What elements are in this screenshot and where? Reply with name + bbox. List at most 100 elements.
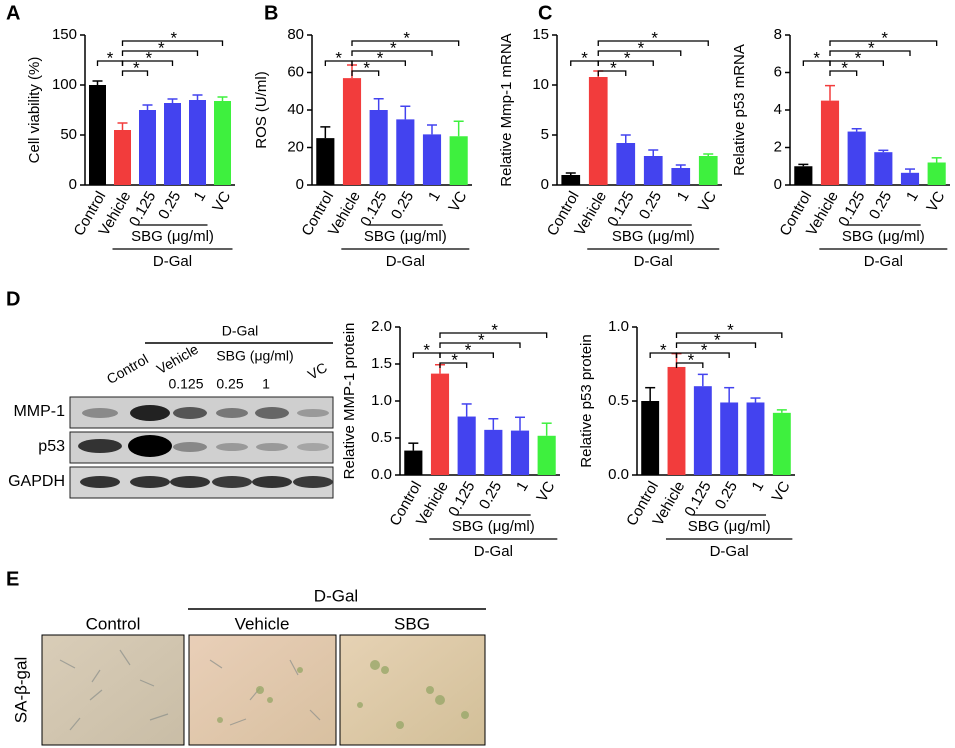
significance-star: * xyxy=(335,48,342,67)
bar xyxy=(772,412,791,475)
significance-star: * xyxy=(170,28,177,47)
x-tick-label: 0.125 xyxy=(357,188,390,229)
x-tick-label: 1 xyxy=(903,188,922,204)
significance-bracket xyxy=(829,40,938,46)
y-tick-label: 0 xyxy=(69,176,77,193)
y-tick-label: 40 xyxy=(287,101,304,118)
significance-bracket xyxy=(597,60,654,66)
group-label: D-Gal xyxy=(153,253,192,270)
significance-bracket xyxy=(597,40,709,46)
bar xyxy=(616,143,636,185)
y-tick-label: 0.0 xyxy=(608,466,629,483)
panel-label: E xyxy=(6,568,19,590)
x-tick-label: 0.25 xyxy=(866,188,895,222)
bar xyxy=(667,366,686,475)
x-tick-label: 0.125 xyxy=(681,478,714,519)
y-tick-label: 0 xyxy=(296,176,304,193)
significance-bracket xyxy=(829,70,858,76)
y-tick-label: 80 xyxy=(287,26,304,43)
subgroup-label: SBG (μg/ml) xyxy=(216,348,293,364)
bar xyxy=(671,168,691,185)
row-label: p53 xyxy=(38,438,65,455)
significance-bracket xyxy=(351,60,406,66)
significance-star: * xyxy=(423,340,430,359)
y-axis-label: Cell viability (%) xyxy=(26,57,43,164)
bar xyxy=(537,435,556,475)
y-axis-label: Relative p53 mRNA xyxy=(731,44,748,176)
significance-star: * xyxy=(841,58,848,77)
x-tick-label: 0.125 xyxy=(604,188,637,229)
subgroup-label: SBG (μg/ml) xyxy=(131,228,214,245)
group-label: D-Gal xyxy=(222,323,259,339)
significance-star: * xyxy=(610,58,617,77)
significance-bracket xyxy=(675,352,730,358)
significance-star: * xyxy=(465,340,472,359)
y-tick-label: 2.0 xyxy=(371,318,392,335)
significance-star: * xyxy=(581,48,588,67)
significance-star: * xyxy=(491,320,498,339)
significance-star: * xyxy=(390,38,397,57)
y-axis-label: Relative MMP-1 protein xyxy=(341,323,358,480)
column-label: Control xyxy=(86,614,141,633)
panel-label: A xyxy=(6,2,20,24)
bar xyxy=(693,386,712,475)
significance-bracket xyxy=(829,60,884,66)
significance-star: * xyxy=(145,48,152,67)
subgroup-label: SBG (μg/ml) xyxy=(364,228,447,245)
subgroup-label: SBG (μg/ml) xyxy=(842,228,925,245)
y-tick-label: 15 xyxy=(532,26,549,43)
y-tick-label: 0.5 xyxy=(608,392,629,409)
stained-cells xyxy=(217,660,469,729)
x-tick-label: 1 xyxy=(425,188,444,204)
x-tick-label: VC xyxy=(695,188,720,215)
significance-star: * xyxy=(638,38,645,57)
significance-bracket xyxy=(439,342,521,348)
bar xyxy=(588,77,608,185)
column-label: SBG xyxy=(394,614,430,633)
bar xyxy=(484,429,503,475)
significance-bracket xyxy=(351,40,460,46)
significance-star: * xyxy=(403,28,410,47)
significance-bracket xyxy=(351,50,433,56)
y-tick-label: 0.5 xyxy=(371,429,392,446)
significance-bracket xyxy=(121,70,149,76)
panel-label: C xyxy=(538,2,552,24)
bar xyxy=(746,402,765,475)
y-tick-label: 1.5 xyxy=(371,355,392,372)
group-label: D-Gal xyxy=(710,543,749,560)
y-tick-label: 10 xyxy=(532,76,549,93)
row-label: GAPDH xyxy=(8,473,65,490)
significance-star: * xyxy=(624,48,631,67)
bar xyxy=(316,138,335,185)
y-tick-label: 0.0 xyxy=(371,466,392,483)
significance-star: * xyxy=(451,350,458,369)
x-tick-label: VC xyxy=(923,188,948,215)
bar xyxy=(139,110,156,185)
bar xyxy=(643,156,663,185)
y-tick-label: 50 xyxy=(60,126,77,143)
bar xyxy=(189,100,206,185)
significance-star: * xyxy=(107,48,114,67)
row-label: SA-β-gal xyxy=(11,657,30,723)
x-tick-label: 1 xyxy=(749,478,768,494)
lane-label: 1 xyxy=(262,376,270,392)
significance-bracket xyxy=(439,332,548,338)
bar xyxy=(89,85,106,185)
bar xyxy=(430,373,450,475)
group-label: D-Gal xyxy=(864,253,903,270)
group-label: D-Gal xyxy=(474,543,513,560)
bar xyxy=(404,450,423,475)
significance-star: * xyxy=(813,48,820,67)
y-tick-label: 1.0 xyxy=(608,318,629,335)
bar xyxy=(698,156,718,185)
bar xyxy=(369,110,388,185)
significance-star: * xyxy=(868,38,875,57)
micrograph xyxy=(339,634,486,746)
significance-bracket xyxy=(351,70,380,76)
significance-bracket xyxy=(439,362,468,368)
bands xyxy=(78,405,333,488)
row-label: MMP-1 xyxy=(13,403,65,420)
significance-bracket xyxy=(439,352,494,358)
significance-bracket xyxy=(675,332,783,338)
y-tick-label: 4 xyxy=(774,101,782,118)
